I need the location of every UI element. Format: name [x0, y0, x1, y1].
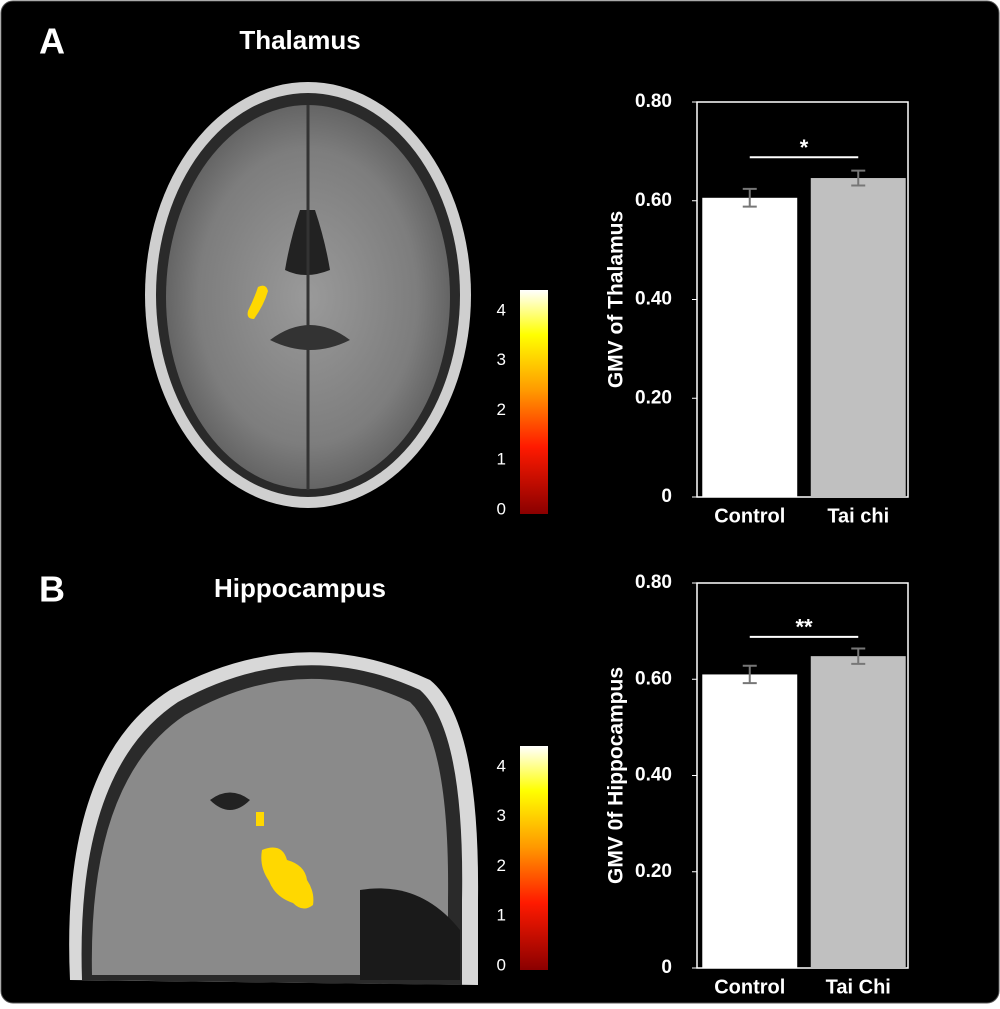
- y-tick-label: 0.20: [635, 387, 672, 408]
- colorbar-tick-label: 1: [497, 450, 506, 469]
- error-bar: [851, 169, 866, 187]
- panel-title: Hippocampus: [214, 573, 386, 603]
- bar: [702, 197, 798, 497]
- colorbar: [520, 290, 548, 514]
- colorbar-tick-label: 4: [497, 300, 506, 319]
- y-tick-label: 0.20: [635, 861, 672, 882]
- panel-label: B: [39, 569, 65, 610]
- colorbar-tick-label: 2: [497, 400, 506, 419]
- y-axis-label: GMV of Thalamus: [605, 211, 628, 388]
- x-tick-label: Control: [714, 505, 785, 527]
- error-bar: [851, 647, 866, 665]
- y-tick-label: 0: [661, 957, 672, 978]
- bar: [702, 674, 798, 968]
- y-tick-label: 0.40: [635, 289, 672, 310]
- y-tick-label: 0: [661, 486, 672, 507]
- y-tick-label: 0.60: [635, 668, 672, 689]
- panel-title: Thalamus: [239, 25, 360, 55]
- panel-label: A: [39, 21, 65, 62]
- bar: [810, 178, 906, 497]
- y-tick-label: 0.80: [635, 572, 672, 593]
- colorbar-tick-label: 4: [497, 756, 506, 775]
- colorbar-tick-label: 0: [497, 955, 506, 974]
- y-tick-label: 0.60: [635, 190, 672, 211]
- colorbar-tick-label: 3: [497, 350, 506, 369]
- y-axis-label: GMV 0f Hippocampus: [605, 667, 628, 884]
- x-tick-label: Control: [714, 976, 785, 998]
- y-tick-label: 0.80: [635, 91, 672, 112]
- error-bar: [742, 187, 757, 208]
- brain-sagittal: [69, 652, 479, 985]
- x-tick-label: Tai Chi: [826, 976, 891, 998]
- significance-label: *: [800, 135, 809, 160]
- brain-axial: [145, 82, 471, 508]
- error-bar: [742, 664, 757, 685]
- bar: [810, 656, 906, 968]
- colorbar-tick-label: 2: [497, 856, 506, 875]
- colorbar-tick-label: 3: [497, 806, 506, 825]
- colorbar: [520, 746, 548, 970]
- colorbar-tick-label: 0: [497, 499, 506, 518]
- x-tick-label: Tai chi: [827, 505, 889, 527]
- significance-label: **: [795, 615, 813, 640]
- colorbar-tick-label: 1: [497, 906, 506, 925]
- y-tick-label: 0.40: [635, 765, 672, 786]
